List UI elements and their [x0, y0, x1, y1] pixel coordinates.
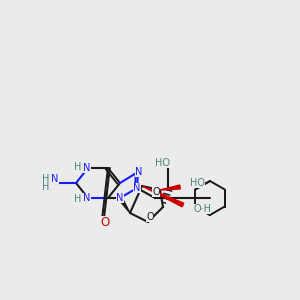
Text: N: N	[83, 193, 91, 203]
Polygon shape	[160, 185, 180, 190]
Text: N: N	[83, 163, 91, 173]
Polygon shape	[118, 197, 130, 213]
Text: H: H	[42, 182, 50, 192]
Text: H: H	[42, 174, 50, 184]
Text: N: N	[51, 174, 59, 184]
Text: N: N	[135, 167, 143, 177]
Text: N: N	[116, 193, 124, 203]
Text: O·H: O·H	[193, 204, 211, 214]
Text: O: O	[152, 187, 160, 197]
Text: O: O	[146, 212, 154, 222]
Text: HO: HO	[190, 178, 205, 188]
Text: N: N	[133, 183, 141, 193]
Text: H: H	[74, 194, 82, 204]
Polygon shape	[142, 186, 184, 207]
Text: O: O	[100, 217, 109, 230]
Text: H: H	[74, 162, 82, 172]
Text: HO: HO	[155, 158, 170, 168]
